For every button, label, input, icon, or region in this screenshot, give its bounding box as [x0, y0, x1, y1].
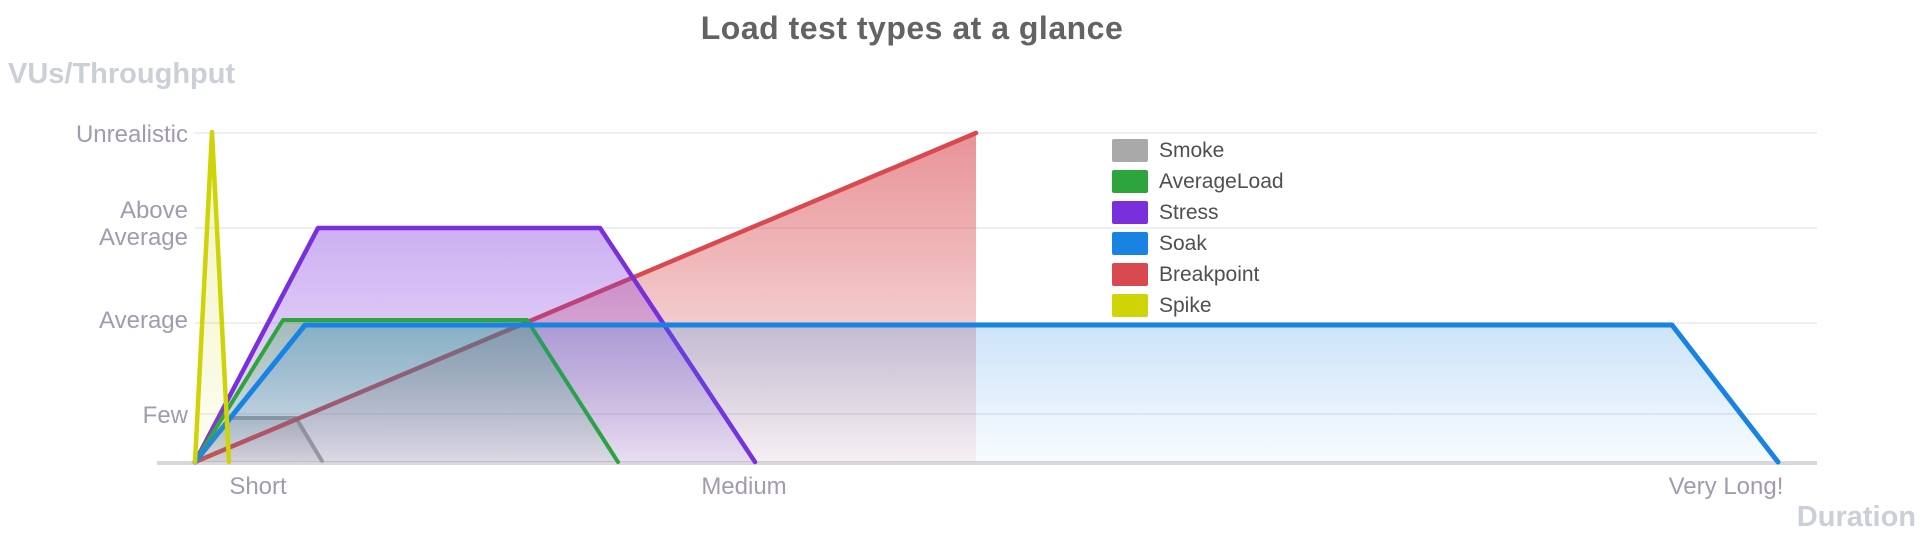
- chart-title: Load test types at a glance: [700, 10, 1124, 46]
- legend-label: AverageLoad: [1159, 170, 1284, 193]
- series-fill-spike: [195, 132, 229, 462]
- legend-item-breakpoint[interactable]: Breakpoint: [1112, 263, 1284, 286]
- x-tick-label: Medium: [701, 473, 787, 500]
- legend-item-smoke[interactable]: Smoke: [1112, 139, 1284, 162]
- series-line-spike: [192, 129, 232, 465]
- y-tick-label: Average: [99, 306, 188, 334]
- legend-item-spike[interactable]: Spike: [1112, 294, 1284, 317]
- x-axis-title: Duration: [1796, 501, 1916, 533]
- legend-label: Soak: [1159, 232, 1207, 255]
- legend-label: Spike: [1159, 294, 1212, 317]
- legend-label: Smoke: [1159, 139, 1225, 162]
- series-fill-soak: [195, 325, 1778, 462]
- y-tick-label: Above Average: [99, 197, 188, 251]
- y-tick-label: Few: [142, 401, 188, 429]
- legend-label: Stress: [1159, 201, 1219, 224]
- legend-label: Breakpoint: [1159, 263, 1260, 286]
- legend-item-averageload[interactable]: AverageLoad: [1112, 170, 1284, 193]
- legend-item-stress[interactable]: Stress: [1112, 201, 1284, 224]
- legend-swatch-spike: [1112, 294, 1148, 317]
- y-axis-title: VUs/Throughput: [8, 58, 236, 90]
- y-tick-label: Unrealistic: [75, 120, 188, 148]
- legend: Smoke AverageLoad Stress Soak Breakpoint Spik…: [1112, 139, 1284, 317]
- x-tick-label: Very Long!: [1668, 473, 1784, 500]
- legend-swatch-soak: [1112, 232, 1148, 255]
- legend-swatch-stress: [1112, 201, 1148, 224]
- legend-swatch-breakpoint: [1112, 263, 1148, 286]
- legend-swatch-smoke: [1112, 139, 1148, 162]
- series-group: [192, 129, 1781, 465]
- legend-item-soak[interactable]: Soak: [1112, 232, 1284, 255]
- x-tick-label: Short: [229, 473, 287, 500]
- legend-swatch-averageload: [1112, 170, 1148, 193]
- series-line-soak: [192, 322, 1781, 465]
